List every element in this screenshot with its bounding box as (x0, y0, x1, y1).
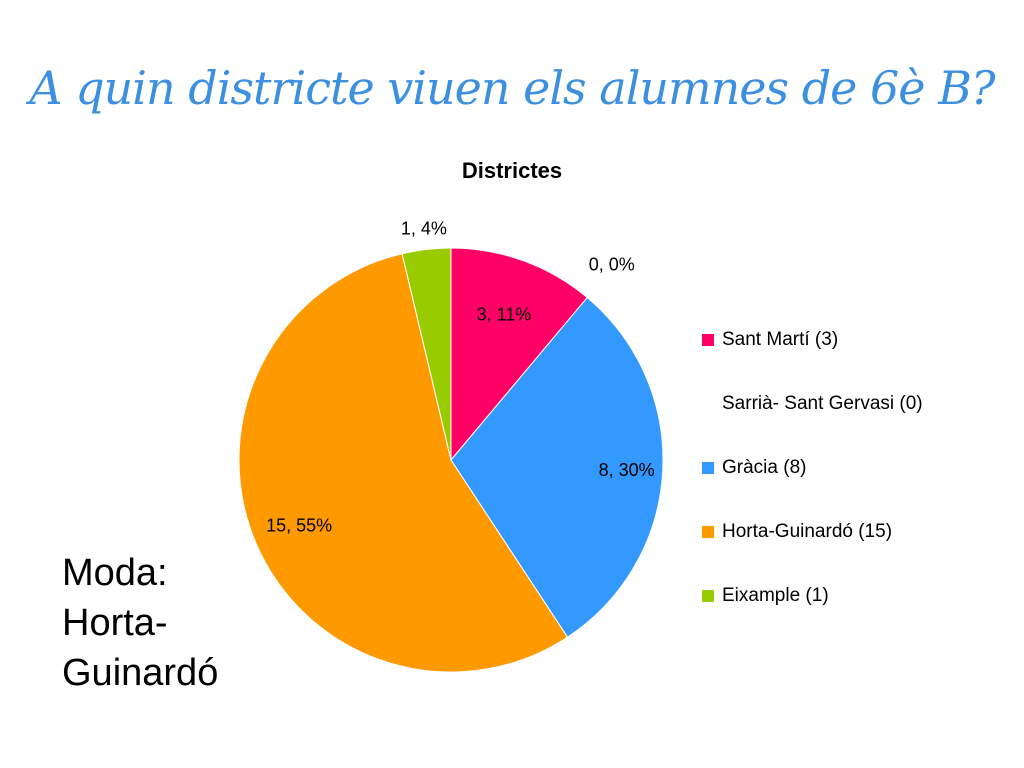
moda-line: Moda: (62, 552, 168, 594)
slice-data-label: 1, 4% (401, 218, 447, 238)
legend-label: Gràcia (8) (722, 457, 807, 478)
legend-item-horta-guinardo: Horta-Guinardó (15) (702, 514, 1002, 578)
pie-slice (238, 253, 569, 673)
moda-line: Guinardó (62, 652, 219, 694)
legend-swatch (702, 590, 714, 602)
legend-swatch (702, 462, 714, 474)
legend-item-eixample: Eixample (1) (702, 578, 1002, 642)
moda-line: Horta- (62, 602, 168, 644)
legend-swatch (702, 526, 714, 538)
slice-data-label: 8, 30% (599, 460, 655, 480)
legend-swatch (702, 334, 714, 346)
pie-slice (450, 247, 588, 462)
legend-swatch (702, 398, 714, 410)
legend-label: Sant Martí (3) (722, 329, 839, 350)
slide-title: A quin districte viuen els alumnes de 6è… (29, 61, 995, 115)
legend-label: Horta-Guinardó (15) (722, 521, 893, 542)
legend-item-sarria-sant-gervasi: Sarrià- Sant Gervasi (0) (702, 386, 1002, 450)
legend-label: Eixample (1) (722, 585, 829, 606)
moda-note: Moda: Horta- Guinardó (62, 548, 218, 698)
legend-label: Sarrià- Sant Gervasi (0) (722, 393, 923, 414)
pie-slice (401, 247, 452, 461)
slice-data-label: 3, 11% (477, 305, 532, 325)
chart-legend: Sant Martí (3) Sarrià- Sant Gervasi (0) … (702, 322, 1002, 642)
slice-data-label: 15, 55% (266, 515, 332, 535)
legend-item-sant-marti: Sant Martí (3) (702, 322, 1002, 386)
chart-title: Districtes (461, 158, 563, 183)
pie-slice (450, 296, 664, 638)
slice-data-label: 0, 0% (589, 254, 635, 274)
legend-item-gracia: Gràcia (8) (702, 450, 1002, 514)
